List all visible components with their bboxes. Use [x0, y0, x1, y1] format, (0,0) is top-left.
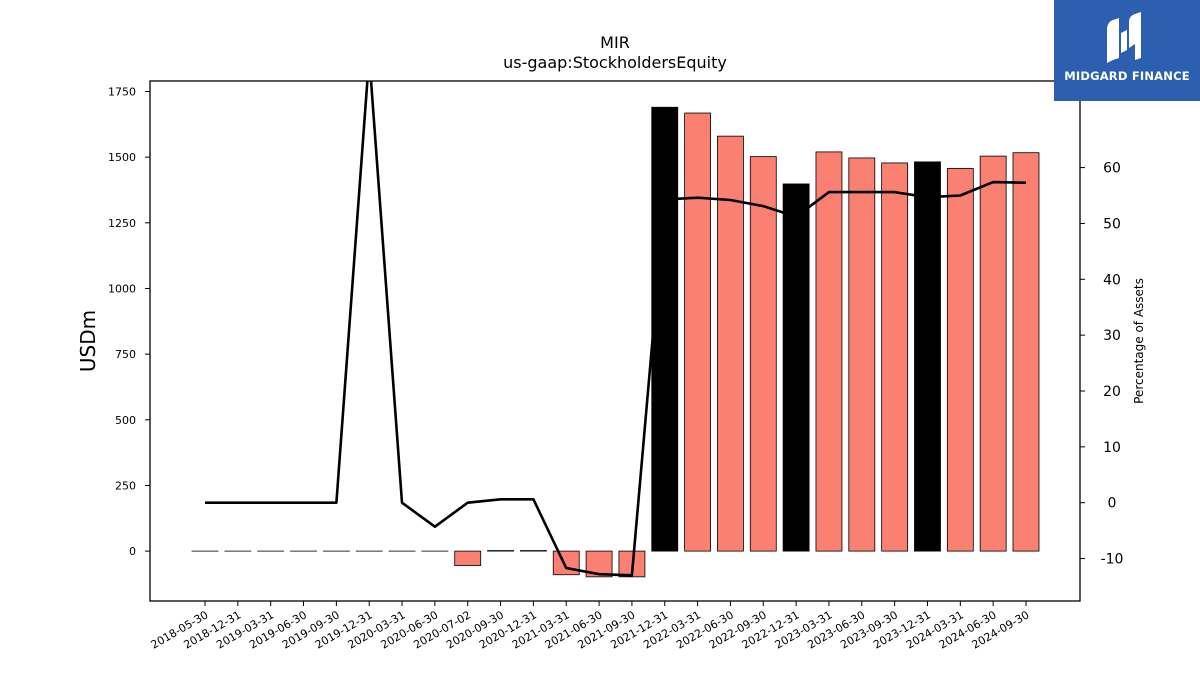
plot-frame [149, 80, 1081, 602]
bar [1012, 152, 1040, 552]
left-axis: 0 250 500 750 1000 1250 1500 1750 [108, 86, 150, 558]
bar [651, 106, 679, 552]
bar [717, 135, 744, 552]
y2-tick-label: -10 [1101, 552, 1124, 568]
bar [881, 162, 909, 552]
y2-tick-label: 60 [1103, 161, 1121, 177]
percentage-line [205, 81, 1027, 577]
right-axis: -10 0 10 20 30 40 50 60 [1080, 161, 1123, 568]
brand-name: MIDGARD FINANCE [1064, 69, 1190, 83]
y-tick-label: 0 [129, 545, 136, 558]
bar [552, 550, 580, 576]
bar [979, 155, 1007, 552]
bar [520, 550, 547, 552]
bar [815, 151, 843, 552]
line-series [205, 81, 1027, 577]
brand-logo: MIDGARD FINANCE [1054, 0, 1200, 101]
y2-axis-label: Percentage of Assets [1132, 278, 1146, 404]
y-axis-label: USDm [76, 310, 100, 372]
y2-tick-label: 10 [1103, 440, 1121, 456]
y2-tick-label: 40 [1103, 272, 1121, 288]
chart-subtitle: us-gaap:StockholdersEquity [503, 53, 727, 72]
y-tick-label: 1750 [108, 86, 136, 99]
bar [454, 550, 482, 566]
y-tick-label: 250 [115, 479, 136, 492]
bar [487, 550, 514, 552]
x-axis: 2018-05-302018-12-312019-03-312019-06-30… [149, 601, 1032, 652]
y-tick-label: 1250 [108, 217, 136, 230]
y2-tick-label: 0 [1108, 496, 1117, 512]
bar-series [191, 106, 1040, 578]
y-tick-label: 1000 [108, 282, 136, 295]
bar [782, 183, 810, 552]
y-tick-label: 500 [115, 414, 136, 427]
y2-tick-label: 50 [1103, 216, 1121, 232]
y-tick-label: 1500 [108, 151, 136, 164]
bar [914, 161, 941, 552]
bar [848, 157, 876, 552]
bar [749, 156, 777, 552]
y2-tick-label: 30 [1103, 328, 1121, 344]
bar [946, 168, 974, 552]
y-tick-label: 750 [115, 348, 136, 361]
y2-tick-label: 20 [1103, 384, 1121, 400]
chart-title: MIR [600, 33, 630, 52]
bar [684, 112, 711, 552]
midgard-m-logo-icon [1107, 12, 1141, 63]
